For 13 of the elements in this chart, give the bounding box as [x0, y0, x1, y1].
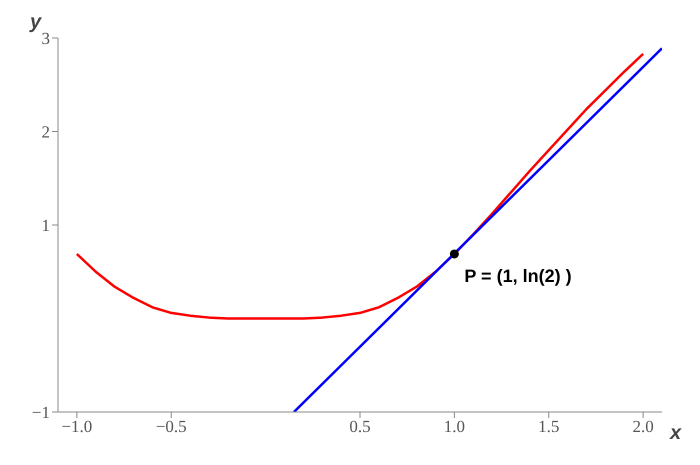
x-tick-label: −1.0 — [61, 417, 92, 436]
y-tick-label: 1 — [42, 216, 50, 236]
y-tick-label: −1 — [32, 403, 50, 422]
y-tick-label: 2 — [42, 122, 50, 142]
x-axis-title: x — [669, 422, 682, 444]
x-tick-label: 1.0 — [444, 417, 465, 436]
annotation: P = (1, ln(2) ) — [464, 266, 572, 286]
x-tick-label: −0.5 — [156, 417, 187, 436]
x-tick-label: 0.5 — [349, 417, 371, 436]
x-tick-label: 2.0 — [632, 417, 654, 436]
y-axis-title: y — [28, 11, 42, 33]
y-tick-label: 3 — [42, 29, 50, 48]
x-tick-label: 1.5 — [538, 417, 560, 436]
